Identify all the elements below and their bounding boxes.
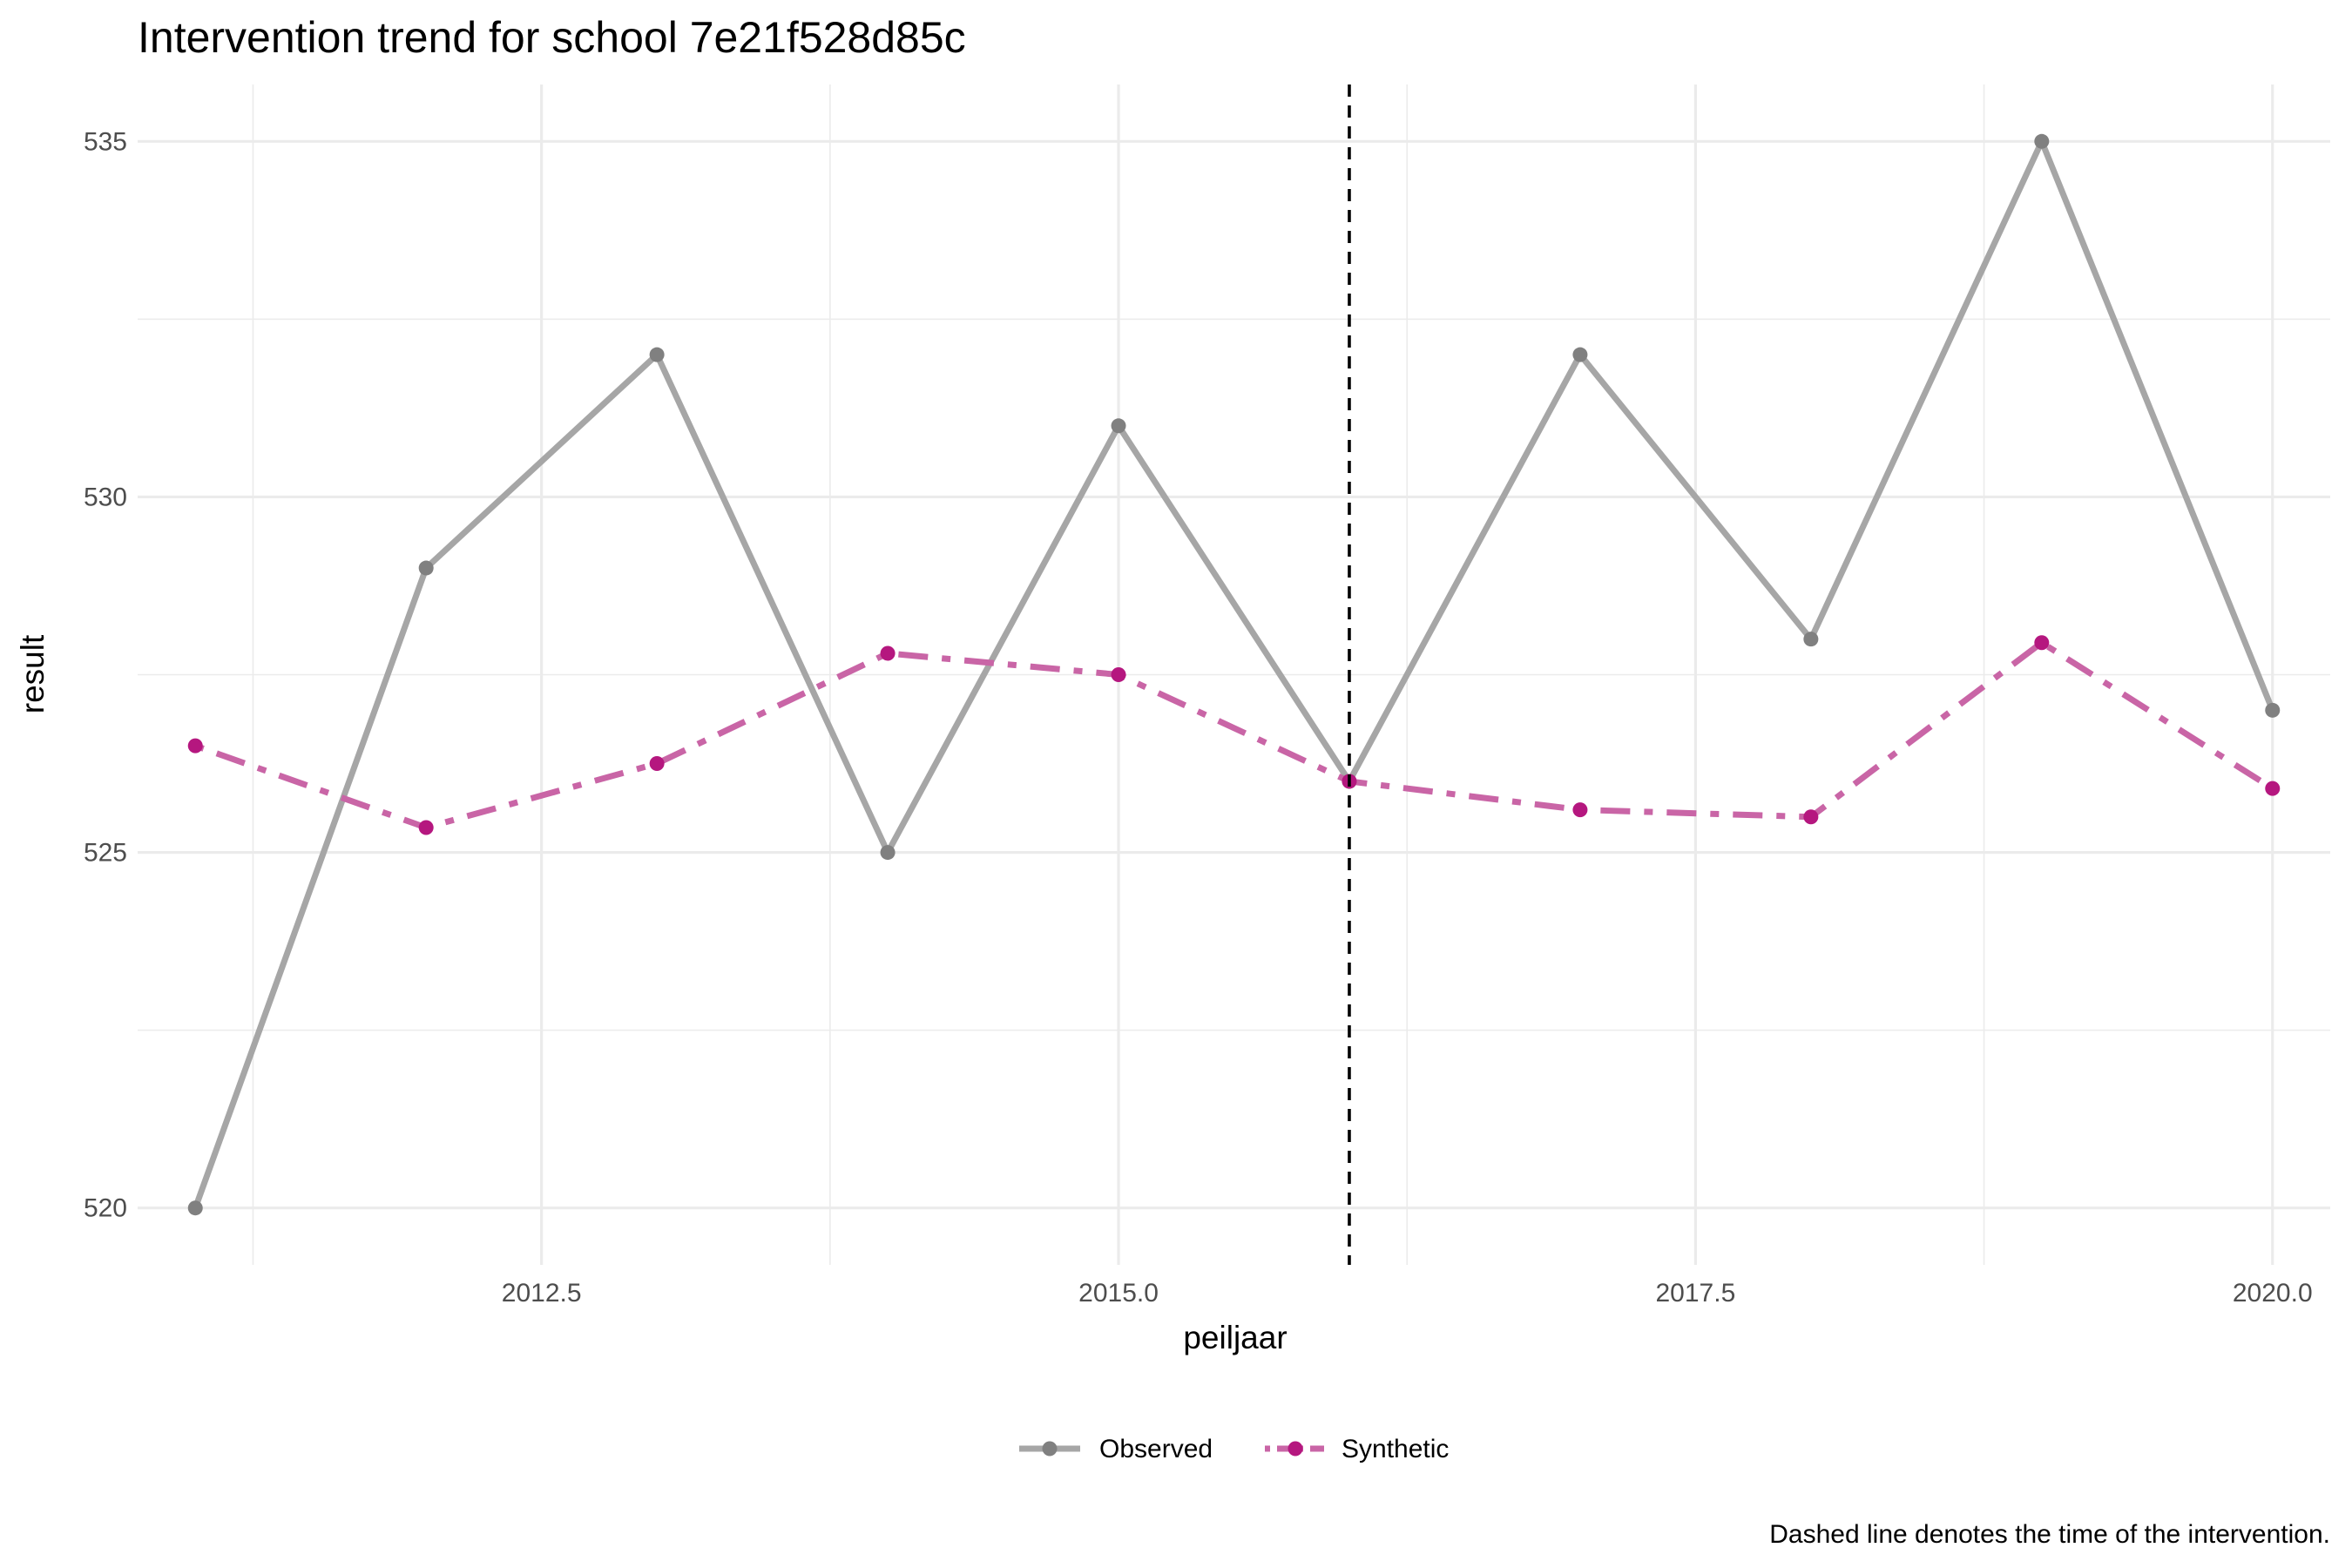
data-point-observed	[1572, 347, 1588, 362]
x-tick-label: 2017.5	[1656, 1279, 1736, 1308]
x-tick-label: 2012.5	[502, 1279, 582, 1308]
data-point-observed	[1803, 632, 1819, 647]
series-line-synthetic	[194, 639, 2274, 831]
data-point-synthetic	[1111, 667, 1126, 682]
legend-label-synthetic: Synthetic	[1342, 1435, 1449, 1463]
y-tick-label: 535	[84, 127, 127, 156]
data-point-observed	[649, 347, 665, 362]
chart-caption: Dashed line denotes the time of the inte…	[1769, 1520, 2330, 1549]
x-axis-title: peiljaar	[1183, 1320, 1287, 1355]
data-point-synthetic	[649, 756, 665, 772]
legend: Observed Synthetic	[1019, 1435, 1449, 1463]
data-point-synthetic	[1572, 802, 1588, 818]
series-line-observed	[192, 138, 2276, 1209]
y-axis-title: result	[15, 634, 51, 713]
data-point-synthetic	[2265, 781, 2281, 796]
data-point-observed	[2034, 133, 2050, 149]
chart-title: Intervention trend for school 7e21f528d8…	[138, 13, 966, 62]
legend-label-observed: Observed	[1099, 1435, 1213, 1463]
data-point-synthetic	[2034, 635, 2050, 651]
y-tick-label: 530	[84, 483, 127, 511]
data-point-synthetic	[1803, 809, 1819, 825]
legend-key-point	[1042, 1441, 1058, 1456]
data-point-synthetic	[880, 645, 896, 661]
data-point-observed	[2265, 702, 2281, 718]
y-axis-tick-labels: 520 525 530 535	[84, 127, 127, 1222]
data-point-observed	[880, 845, 896, 861]
y-tick-label: 525	[84, 839, 127, 868]
data-point-observed	[187, 1200, 203, 1216]
legend-key-point	[1288, 1441, 1303, 1456]
data-point-synthetic	[418, 820, 434, 835]
x-axis-tick-labels: 2012.5 2015.0 2017.5 2020.0	[502, 1279, 2313, 1308]
data-point-observed	[418, 560, 434, 576]
x-tick-label: 2020.0	[2233, 1279, 2313, 1308]
data-point-synthetic	[187, 738, 203, 754]
y-tick-label: 520	[84, 1194, 127, 1223]
minor-gridlines	[138, 84, 2330, 1265]
series-layer	[187, 133, 2281, 1216]
x-tick-label: 2015.0	[1078, 1279, 1159, 1308]
data-point-observed	[1111, 418, 1126, 434]
